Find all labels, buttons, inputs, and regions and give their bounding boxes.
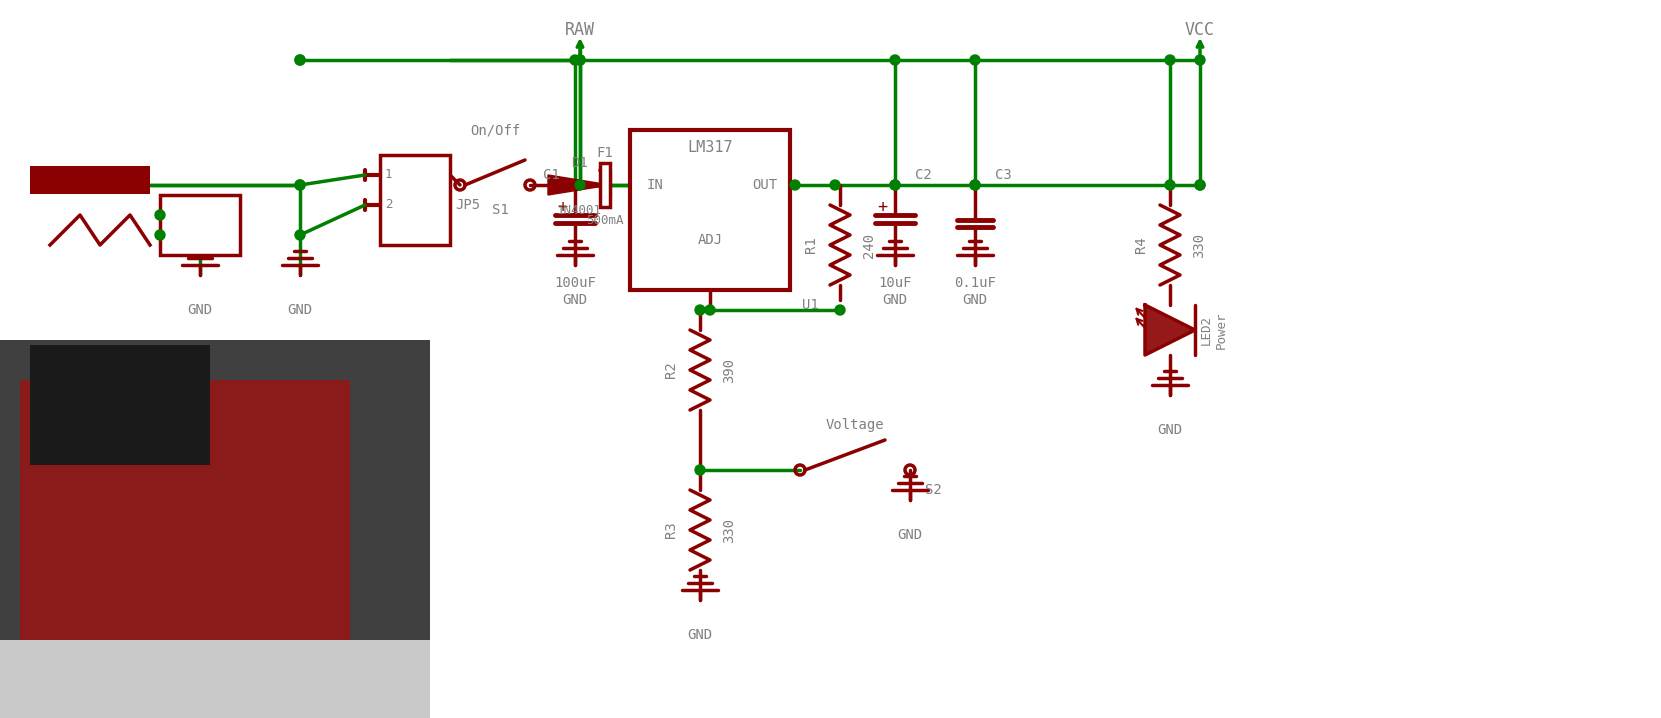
Text: GND: GND (563, 293, 588, 307)
Text: GND: GND (1158, 423, 1183, 437)
Bar (630, 130, 791, 290)
Circle shape (570, 55, 580, 65)
Text: C3: C3 (995, 168, 1012, 182)
Text: GND: GND (188, 303, 213, 317)
Circle shape (890, 180, 900, 190)
Circle shape (704, 305, 714, 315)
Circle shape (575, 180, 585, 190)
Text: On/Off: On/Off (470, 123, 520, 137)
Text: 240: 240 (862, 233, 875, 258)
Circle shape (694, 305, 704, 315)
Circle shape (890, 55, 900, 65)
Text: IN: IN (646, 178, 663, 192)
Circle shape (970, 180, 980, 190)
Bar (20, 380, 350, 690)
Text: LED2: LED2 (1199, 315, 1213, 345)
Circle shape (970, 180, 980, 190)
Text: C1: C1 (543, 168, 560, 182)
Text: 100uF: 100uF (555, 276, 596, 290)
Bar (159, 195, 239, 255)
Text: 0.1uF: 0.1uF (953, 276, 997, 290)
Text: GND: GND (882, 293, 907, 307)
Circle shape (1164, 55, 1174, 65)
Text: C2: C2 (915, 168, 932, 182)
Text: GND: GND (688, 628, 713, 642)
Circle shape (694, 465, 704, 475)
Polygon shape (548, 175, 610, 195)
Circle shape (296, 230, 306, 240)
Circle shape (575, 55, 585, 65)
Text: R4: R4 (1134, 237, 1148, 253)
Circle shape (296, 55, 306, 65)
Text: OUT: OUT (752, 178, 777, 192)
Bar (30, 166, 149, 194)
Text: 390: 390 (723, 358, 736, 383)
Circle shape (154, 230, 164, 240)
Text: JP5: JP5 (455, 198, 480, 212)
Text: +: + (556, 198, 566, 216)
Bar (30, 345, 209, 465)
Circle shape (296, 180, 306, 190)
Text: GND: GND (897, 528, 922, 542)
Text: 330: 330 (723, 518, 736, 543)
Circle shape (1194, 180, 1204, 190)
Bar (380, 155, 450, 245)
Text: 1: 1 (385, 169, 392, 182)
Text: R1: R1 (804, 237, 817, 253)
Circle shape (830, 180, 840, 190)
Text: VCC: VCC (1184, 21, 1214, 39)
Text: Power: Power (1214, 311, 1227, 349)
Text: D1: D1 (571, 156, 588, 170)
Bar (0, 340, 430, 718)
Text: 10uF: 10uF (879, 276, 912, 290)
Text: 330: 330 (1193, 233, 1206, 258)
Circle shape (835, 305, 845, 315)
Text: RAW: RAW (565, 21, 595, 39)
Text: +: + (877, 198, 887, 216)
Text: 500mA: 500mA (586, 215, 625, 228)
Circle shape (1164, 180, 1174, 190)
Text: F1: F1 (596, 146, 613, 160)
Bar (0, 640, 430, 718)
Text: ADJ: ADJ (698, 233, 723, 247)
Circle shape (1194, 180, 1204, 190)
Circle shape (296, 55, 306, 65)
Text: 2: 2 (385, 198, 392, 212)
Text: U1: U1 (802, 298, 819, 312)
Text: LM317: LM317 (688, 141, 733, 156)
Circle shape (1194, 55, 1204, 65)
Polygon shape (1144, 305, 1194, 355)
Text: S1: S1 (492, 203, 508, 217)
Circle shape (296, 180, 306, 190)
Circle shape (890, 180, 900, 190)
Circle shape (791, 180, 801, 190)
Text: GND: GND (962, 293, 988, 307)
Text: R3: R3 (664, 521, 678, 538)
Text: S2: S2 (925, 483, 942, 497)
Text: GND: GND (287, 303, 312, 317)
Text: 1N4001: 1N4001 (556, 205, 601, 218)
Text: R2: R2 (664, 362, 678, 378)
Circle shape (970, 55, 980, 65)
Circle shape (575, 55, 585, 65)
Bar (600, 163, 610, 207)
Text: Voltage: Voltage (826, 418, 884, 432)
Circle shape (154, 210, 164, 220)
